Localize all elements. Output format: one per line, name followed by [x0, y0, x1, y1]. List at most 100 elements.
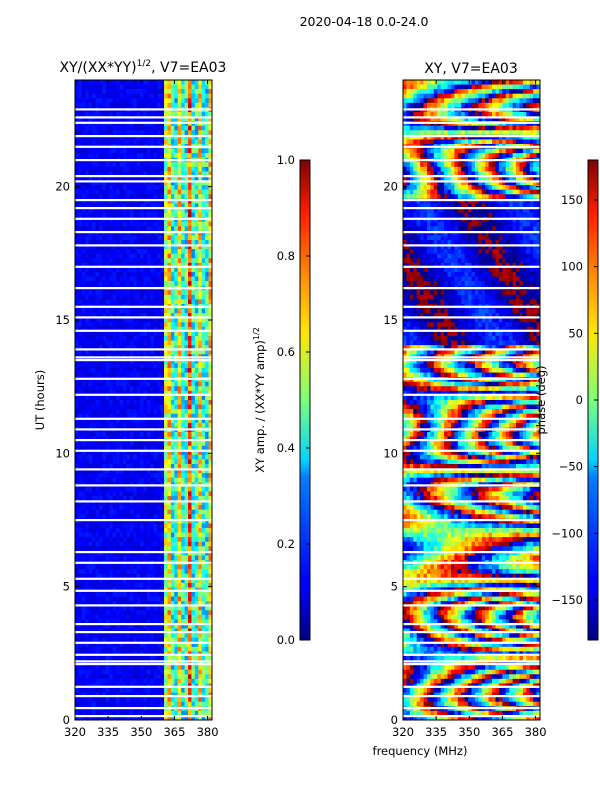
heatmap-cell [181, 235, 186, 241]
heatmap-cell [143, 240, 148, 246]
heatmap-cell [88, 349, 93, 355]
heatmap-cell [167, 413, 172, 419]
heatmap-cell [143, 491, 148, 497]
heatmap-cell [208, 619, 212, 625]
heatmap-cell [194, 262, 199, 269]
heatmap-cell [194, 454, 199, 461]
heatmap-cell [201, 413, 206, 419]
heatmap-cell [92, 299, 97, 305]
heatmap-cell [133, 404, 138, 410]
heatmap-cell [140, 528, 145, 534]
heatmap-cell [184, 413, 189, 419]
heatmap-cell [136, 454, 141, 461]
heatmap-cell [98, 221, 103, 227]
heatmap-cell [170, 582, 175, 589]
heatmap-cell [129, 404, 134, 410]
heatmap-cell [188, 345, 193, 351]
heatmap-cell [116, 185, 121, 191]
heatmap-cell [119, 459, 124, 465]
heatmap-cell [95, 93, 100, 99]
heatmap-cell [170, 413, 175, 419]
heatmap-cell [167, 614, 172, 621]
heatmap-cell [140, 546, 145, 552]
heatmap-cell [105, 564, 110, 570]
heatmap-cell [205, 299, 210, 305]
heatmap-cell [140, 112, 145, 118]
heatmap-cell [119, 349, 124, 355]
heatmap-cell [116, 450, 121, 456]
heatmap-cell [116, 505, 121, 511]
heatmap-cell [105, 322, 110, 328]
heatmap-cell [112, 500, 117, 506]
heatmap-cell [170, 203, 175, 209]
heatmap-cell [174, 454, 179, 461]
heatmap-cell [205, 102, 210, 109]
heatmap-cell [164, 198, 169, 205]
heatmap-cell [143, 89, 148, 95]
heatmap-cell [208, 605, 212, 611]
heatmap-cell [157, 363, 162, 369]
heatmap-cell [191, 514, 196, 520]
heatmap-cell [133, 162, 138, 168]
heatmap-cell [129, 363, 134, 369]
heatmap-cell [85, 500, 90, 506]
heatmap-cell [98, 171, 103, 177]
heatmap-cell [157, 610, 162, 616]
heatmap-cell [85, 450, 90, 456]
heatmap-cell [126, 276, 131, 282]
heatmap-cell [126, 528, 131, 534]
heatmap-cell [167, 230, 172, 237]
heatmap-cell [122, 477, 127, 483]
heatmap-cell [95, 637, 100, 643]
heatmap-cell [102, 230, 107, 237]
heatmap-cell [92, 240, 97, 246]
heatmap-cell [170, 642, 175, 648]
heatmap-cell [92, 363, 97, 369]
heatmap-cell [140, 93, 145, 99]
heatmap-cell [194, 619, 199, 625]
heatmap-cell [191, 272, 196, 278]
heatmap-cell [102, 189, 107, 195]
heatmap-cell [184, 226, 189, 232]
heatmap-cell [191, 601, 196, 607]
heatmap-cell [184, 230, 189, 237]
heatmap-cell [102, 610, 107, 616]
heatmap-cell [92, 473, 97, 479]
heatmap-cell [160, 166, 165, 173]
heatmap-cell [102, 395, 107, 401]
heatmap-cell [208, 112, 212, 118]
heatmap-cell [160, 477, 165, 483]
heatmap-cell [126, 605, 131, 611]
heatmap-cell [116, 614, 121, 621]
heatmap-cell [81, 381, 86, 387]
heatmap-cell [136, 486, 141, 493]
heatmap-cell [81, 203, 86, 209]
heatmap-cell [188, 358, 193, 365]
heatmap-cell [201, 614, 206, 621]
heatmap-cell [102, 441, 107, 447]
heatmap-cell [160, 372, 165, 378]
heatmap-cell [164, 596, 169, 602]
heatmap-cell [112, 404, 117, 410]
heatmap-cell [157, 372, 162, 378]
heatmap-cell [140, 624, 145, 630]
heatmap-cell [198, 573, 203, 579]
heatmap-cell [78, 345, 83, 351]
heatmap-cell [92, 605, 97, 611]
heatmap-cell [143, 610, 148, 616]
heatmap-cell [181, 491, 186, 497]
heatmap-cell [119, 212, 124, 218]
heatmap-cell [174, 267, 179, 273]
heatmap-cell [95, 212, 100, 218]
heatmap-cell [201, 582, 206, 589]
heatmap-cell [75, 258, 80, 264]
heatmap-cell [160, 381, 165, 387]
heatmap-cell [174, 203, 179, 209]
heatmap-cell [92, 409, 97, 415]
heatmap-cell [164, 153, 169, 159]
heatmap-cell [150, 345, 155, 351]
heatmap-cell [109, 153, 114, 159]
heatmap-cell [157, 368, 162, 374]
heatmap-cell [188, 262, 193, 269]
heatmap-cell [167, 322, 172, 328]
